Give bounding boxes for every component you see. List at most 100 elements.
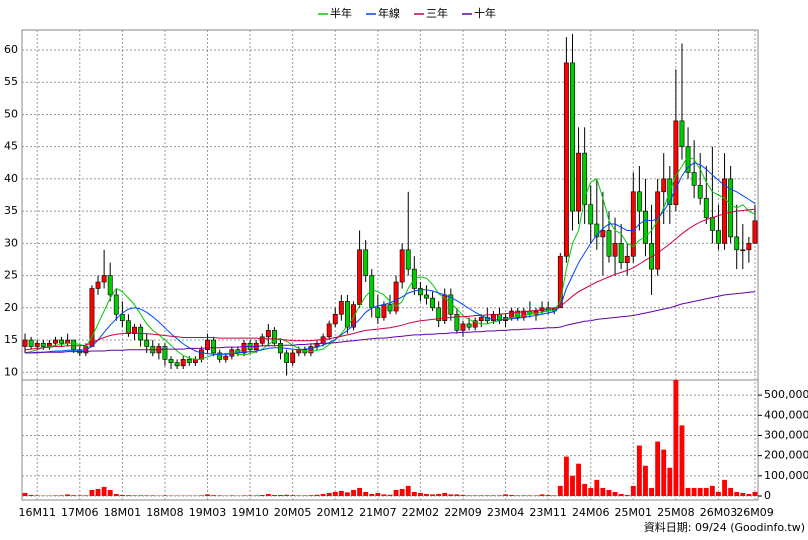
volume-bar bbox=[649, 487, 654, 496]
x-tick-label: 18M01 bbox=[104, 506, 142, 519]
volume-bar bbox=[630, 485, 636, 496]
x-tick-label: 20M05 bbox=[274, 506, 312, 519]
y-tick-label: 30 bbox=[4, 236, 18, 249]
x-tick-label: 16M11 bbox=[18, 506, 56, 519]
volume-bar bbox=[22, 492, 28, 496]
y-tick-label: 25 bbox=[4, 269, 18, 282]
volume-bar bbox=[144, 495, 150, 496]
volume-bar bbox=[320, 493, 326, 496]
ma-line bbox=[24, 155, 756, 360]
volume-bar bbox=[247, 495, 253, 496]
volume-bar bbox=[612, 491, 618, 496]
candle-body bbox=[290, 352, 296, 363]
plot-frame bbox=[21, 29, 759, 501]
volume-bar bbox=[217, 495, 223, 496]
volume-bar bbox=[162, 495, 168, 496]
candle-body bbox=[612, 243, 618, 257]
volume-bar bbox=[229, 495, 235, 496]
candle-body bbox=[570, 62, 575, 212]
volume-bar bbox=[205, 494, 210, 496]
volume-bar bbox=[521, 495, 527, 496]
volume-bar bbox=[703, 487, 709, 496]
candle-body bbox=[168, 359, 174, 363]
candle-body bbox=[95, 281, 101, 289]
y2-tick-label: 300,000 bbox=[764, 428, 808, 441]
volume-bar bbox=[490, 495, 496, 496]
candle-body bbox=[630, 191, 636, 257]
candle-body bbox=[211, 339, 217, 354]
volume-bar bbox=[107, 489, 113, 496]
volume-bar bbox=[77, 495, 83, 496]
volume-bar bbox=[302, 495, 308, 496]
volume-bar bbox=[424, 493, 429, 496]
candle-body bbox=[734, 236, 740, 251]
volume-bar bbox=[411, 491, 417, 496]
volume-bar bbox=[399, 488, 405, 496]
candle-body bbox=[357, 249, 363, 305]
candle-body bbox=[490, 313, 496, 321]
candle-body bbox=[338, 301, 344, 315]
candle-body bbox=[314, 342, 320, 347]
volume-bar bbox=[551, 495, 557, 496]
candle-body bbox=[180, 359, 186, 367]
candle-body bbox=[430, 297, 436, 309]
volume-bar bbox=[199, 495, 204, 496]
legend-label: 三年 bbox=[426, 6, 448, 20]
volume-bar bbox=[624, 494, 630, 496]
candle-body bbox=[649, 243, 654, 270]
candle-body bbox=[655, 191, 661, 270]
x-tick-label: 19M03 bbox=[189, 506, 227, 519]
volume-bar bbox=[497, 495, 502, 496]
candle-body bbox=[582, 152, 588, 205]
candle-body bbox=[594, 223, 600, 238]
candle-body bbox=[387, 304, 393, 312]
candle-body bbox=[223, 355, 229, 360]
volume-bar bbox=[539, 494, 545, 496]
volume-bar bbox=[533, 495, 539, 496]
volume-bar bbox=[697, 487, 703, 496]
volume-bar bbox=[28, 494, 34, 496]
candle-body bbox=[126, 320, 131, 334]
volume-bar bbox=[344, 492, 350, 496]
candle-body bbox=[186, 359, 192, 363]
volume-bar bbox=[308, 495, 314, 496]
candle-body bbox=[454, 313, 460, 331]
volume-bar bbox=[636, 445, 642, 496]
candle-body bbox=[71, 339, 77, 351]
volume-bar bbox=[278, 494, 283, 496]
candle-body bbox=[606, 230, 612, 257]
candle-body bbox=[600, 230, 606, 238]
candle-body bbox=[618, 243, 624, 263]
legend-label: 十年 bbox=[474, 6, 496, 20]
x-tick-label: 26M09 bbox=[736, 506, 774, 519]
y-tick-label: 35 bbox=[4, 204, 18, 217]
candle-body bbox=[199, 349, 204, 360]
volume-bar bbox=[375, 492, 381, 496]
volume-bar bbox=[643, 465, 648, 496]
volume-bar bbox=[314, 494, 320, 496]
candle-body bbox=[484, 317, 490, 321]
volume-bar bbox=[150, 495, 156, 496]
volume-bar bbox=[557, 485, 563, 496]
candle-body bbox=[351, 304, 356, 328]
volume-bar bbox=[101, 486, 107, 496]
candle-body bbox=[332, 313, 338, 325]
x-tick-label: 25M01 bbox=[615, 506, 653, 519]
volume-bar bbox=[259, 494, 265, 496]
candle-body bbox=[740, 249, 746, 252]
volume-bar bbox=[417, 492, 423, 496]
candle-body bbox=[509, 310, 515, 318]
volume-bar bbox=[454, 494, 460, 496]
volume-bar bbox=[265, 493, 271, 496]
x-tick-label: 22M02 bbox=[402, 506, 440, 519]
candle-body bbox=[679, 120, 685, 147]
y2-tick-label: 0 bbox=[764, 489, 771, 502]
volume-bar bbox=[722, 479, 727, 496]
x-tick-label: 26M03 bbox=[700, 506, 738, 519]
volume-bar bbox=[576, 463, 581, 496]
volume-bar bbox=[71, 495, 77, 496]
volume-bar bbox=[484, 495, 490, 496]
candle-body bbox=[588, 204, 594, 225]
candle-body bbox=[466, 323, 472, 328]
